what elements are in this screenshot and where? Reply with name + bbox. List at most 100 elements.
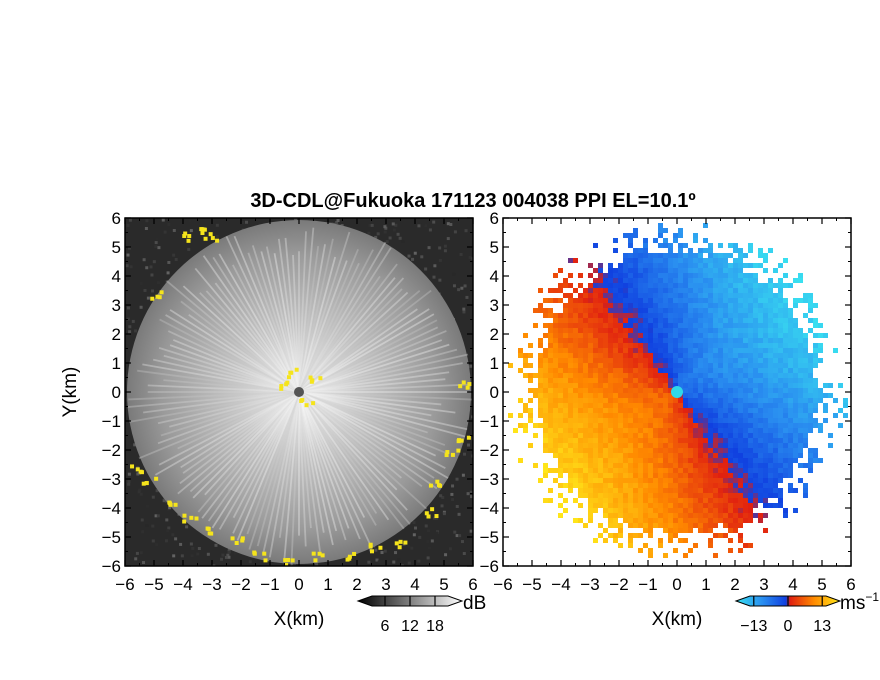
velocity-cell (723, 413, 728, 418)
highlight-cell (320, 553, 325, 558)
velocity-cell (578, 478, 583, 483)
velocity-cell (678, 233, 683, 238)
velocity-cell (748, 348, 753, 353)
velocity-cell (623, 448, 628, 453)
beam-ray (298, 371, 450, 393)
noise-speckle (457, 512, 461, 516)
velocity-cell (683, 523, 688, 528)
velocity-cell (663, 453, 668, 458)
velocity-cell (553, 378, 558, 383)
velocity-cell (633, 523, 638, 528)
velocity-cell (733, 283, 738, 288)
velocity-cell (633, 323, 638, 328)
velocity-cell (728, 348, 733, 353)
velocity-cell (648, 468, 653, 473)
velocity-cell (553, 388, 558, 393)
velocity-cell (653, 438, 658, 443)
velocity-cell (653, 363, 658, 368)
velocity-cell (708, 453, 713, 458)
velocity-cell (663, 448, 668, 453)
velocity-cell (813, 353, 818, 358)
velocity-cell (573, 368, 578, 373)
velocity-cell (588, 348, 593, 353)
velocity-cell (698, 278, 703, 283)
velocity-cell (543, 333, 548, 338)
velocity-cell (593, 318, 598, 323)
velocity-cell (683, 338, 688, 343)
velocity-cell (618, 343, 623, 348)
velocity-cell (563, 368, 568, 373)
velocity-cell (653, 338, 658, 343)
velocity-cell (618, 298, 623, 303)
velocity-cell (743, 418, 748, 423)
velocity-cell (538, 363, 543, 368)
velocity-cell (723, 363, 728, 368)
velocity-cell (753, 513, 758, 518)
velocity-cell (658, 288, 663, 293)
velocity-cell (793, 303, 798, 308)
highlight-cell (285, 380, 290, 385)
velocity-cell (768, 448, 773, 453)
velocity-cell (688, 358, 693, 363)
velocity-cell (583, 293, 588, 298)
velocity-cell (658, 543, 663, 548)
velocity-cell (778, 393, 783, 398)
velocity-cell (628, 253, 633, 258)
velocity-cell (733, 343, 738, 348)
velocity-cell (708, 348, 713, 353)
noise-speckle (452, 284, 456, 288)
velocity-cell (623, 463, 628, 468)
beam-ray (177, 391, 300, 495)
colorbar-tick-label: −13 (740, 618, 767, 635)
velocity-cell (653, 328, 658, 333)
velocity-cell (568, 343, 573, 348)
velocity-cell (543, 298, 548, 303)
velocity-cell (563, 428, 568, 433)
noise-speckle (187, 247, 191, 251)
velocity-cell (753, 458, 758, 463)
noise-speckle (146, 296, 150, 300)
velocity-cell (763, 253, 768, 258)
velocity-cell (698, 468, 703, 473)
velocity-cell (558, 363, 563, 368)
velocity-cell (783, 328, 788, 333)
velocity-cell (603, 413, 608, 418)
velocity-cell (558, 373, 563, 378)
velocity-cell (543, 418, 548, 423)
velocity-cell (748, 318, 753, 323)
velocity-cell (738, 273, 743, 278)
velocity-cell (633, 478, 638, 483)
velocity-cell (663, 303, 668, 308)
velocity-cell (683, 303, 688, 308)
velocity-cell (623, 273, 628, 278)
noise-speckle (443, 249, 447, 253)
velocity-cell (673, 508, 678, 513)
noise-speckle (152, 260, 156, 264)
velocity-cell (698, 448, 703, 453)
velocity-cell (593, 358, 598, 363)
noise-speckle (446, 222, 450, 226)
velocity-cell (653, 408, 658, 413)
velocity-cell (738, 378, 743, 383)
beam-ray (256, 391, 300, 547)
velocity-cell (743, 358, 748, 363)
velocity-cell (813, 408, 818, 413)
velocity-cell (673, 443, 678, 448)
velocity-cell (733, 278, 738, 283)
velocity-cell (763, 473, 768, 478)
velocity-cell (588, 298, 593, 303)
velocity-cell (768, 418, 773, 423)
velocity-cell (798, 408, 803, 413)
velocity-cell (783, 413, 788, 418)
velocity-cell (588, 483, 593, 488)
highlight-cell (141, 481, 146, 486)
noise-speckle (185, 525, 189, 529)
velocity-cell (533, 393, 538, 398)
velocity-cell (728, 413, 733, 418)
velocity-cell (703, 498, 708, 503)
velocity-cell (743, 543, 748, 548)
beam-ray (152, 358, 300, 393)
velocity-cell (718, 383, 723, 388)
velocity-xtick-label: −1 (638, 575, 657, 594)
velocity-cell (663, 478, 668, 483)
